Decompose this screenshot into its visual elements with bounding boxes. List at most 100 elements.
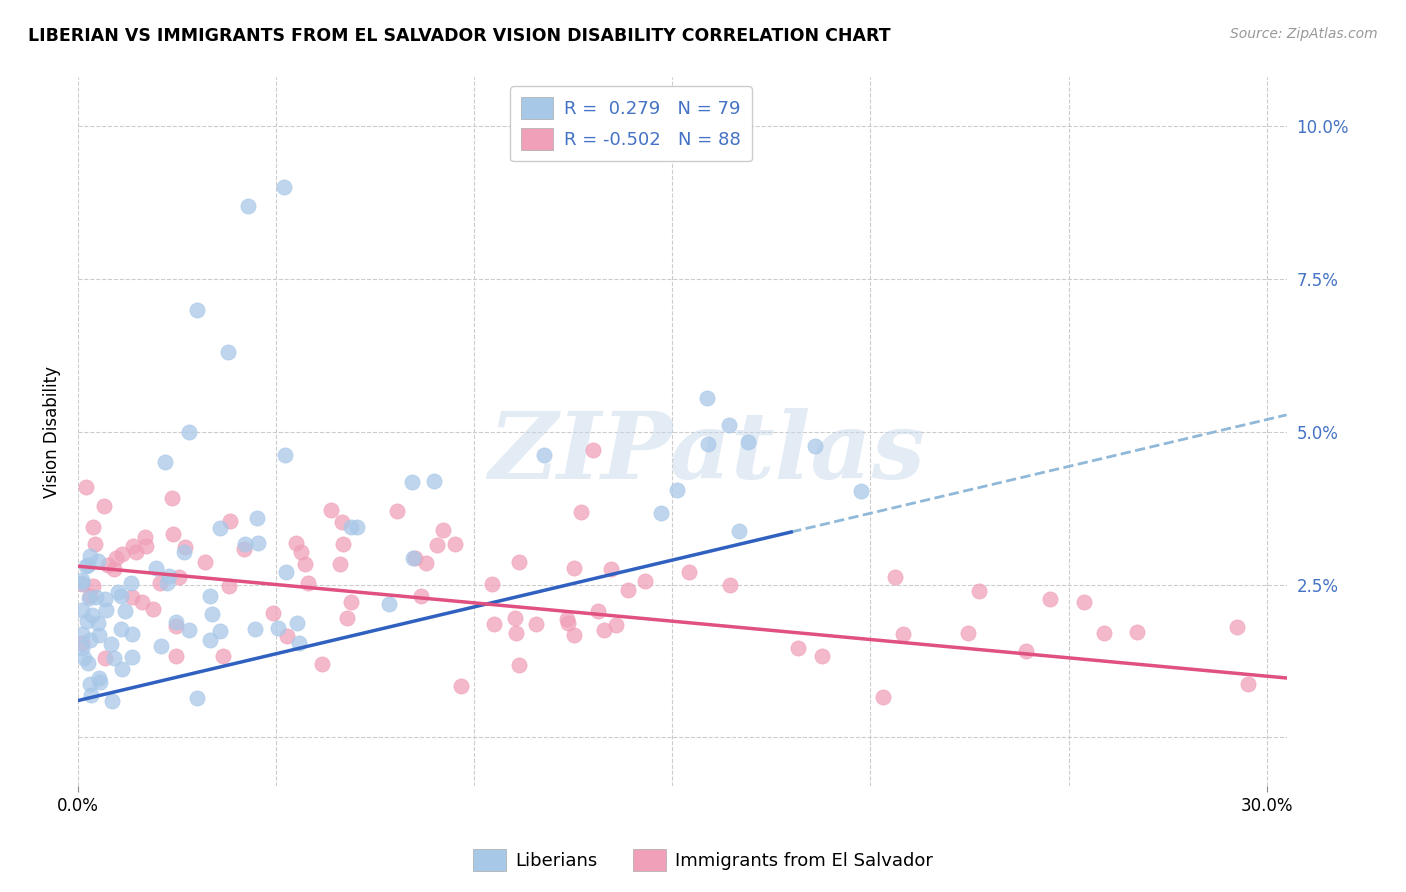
Point — [111, 548, 134, 562]
Point — [150, 639, 173, 653]
Point — [103, 562, 125, 576]
Point — [555, 612, 578, 626]
Point — [131, 595, 153, 609]
Point — [274, 565, 297, 579]
Point — [94, 651, 117, 665]
Point — [79, 549, 101, 563]
Point — [155, 576, 177, 591]
Point — [524, 616, 547, 631]
Point — [211, 648, 233, 663]
Point — [70, 640, 93, 655]
Point — [737, 434, 759, 449]
Point — [145, 561, 167, 575]
Point — [82, 520, 104, 534]
Point — [329, 557, 352, 571]
Point — [562, 628, 585, 642]
Point — [582, 443, 605, 458]
Point — [409, 589, 432, 603]
Point — [73, 651, 96, 665]
Point — [84, 590, 107, 604]
Point — [330, 515, 353, 529]
Point — [134, 531, 156, 545]
Point — [110, 622, 132, 636]
Point — [484, 616, 506, 631]
Point — [70, 576, 93, 591]
Point — [1015, 644, 1038, 658]
Point — [481, 577, 503, 591]
Point — [1094, 626, 1116, 640]
Point — [696, 392, 718, 406]
Point — [101, 694, 124, 708]
Point — [378, 597, 401, 611]
Point — [969, 584, 991, 599]
Point — [70, 574, 93, 588]
Point — [100, 637, 122, 651]
Point — [76, 656, 98, 670]
Point — [70, 636, 93, 650]
Y-axis label: Vision Disability: Vision Disability — [44, 366, 60, 498]
Point — [321, 503, 343, 517]
Point — [218, 579, 240, 593]
Point — [533, 448, 555, 462]
Point — [105, 551, 128, 566]
Point — [179, 623, 201, 637]
Point — [186, 302, 208, 317]
Point — [246, 536, 269, 550]
Point — [727, 524, 749, 538]
Point — [718, 578, 741, 592]
Point — [404, 550, 426, 565]
Point — [94, 591, 117, 606]
Point — [94, 603, 117, 617]
Point — [200, 589, 222, 603]
Legend: R =  0.279   N = 79, R = -0.502   N = 88: R = 0.279 N = 79, R = -0.502 N = 88 — [510, 87, 752, 161]
Point — [76, 558, 98, 573]
Point — [201, 607, 224, 621]
Point — [956, 626, 979, 640]
Point — [666, 483, 689, 497]
Point — [891, 627, 914, 641]
Point — [238, 199, 260, 213]
Point — [89, 628, 111, 642]
Point — [592, 623, 614, 637]
Point — [243, 622, 266, 636]
Point — [77, 591, 100, 605]
Point — [121, 590, 143, 604]
Point — [557, 615, 579, 630]
Point — [884, 570, 907, 584]
Point — [75, 480, 97, 494]
Point — [87, 615, 110, 630]
Point — [162, 526, 184, 541]
Point — [297, 575, 319, 590]
Point — [274, 448, 297, 462]
Point — [569, 504, 592, 518]
Point — [75, 559, 97, 574]
Point — [209, 521, 232, 535]
Point — [80, 688, 103, 702]
Point — [508, 658, 530, 673]
Point — [697, 437, 720, 451]
Point — [290, 545, 312, 559]
Point — [121, 650, 143, 665]
Point — [650, 506, 672, 520]
Point — [142, 601, 165, 615]
Point — [70, 577, 93, 591]
Point — [426, 538, 449, 552]
Point — [311, 657, 333, 671]
Point — [1226, 620, 1249, 634]
Point — [508, 555, 530, 569]
Point — [450, 679, 472, 693]
Point — [177, 425, 200, 439]
Point — [505, 625, 527, 640]
Point — [605, 618, 627, 632]
Point — [401, 475, 423, 490]
Point — [336, 610, 359, 624]
Point — [872, 690, 894, 704]
Text: LIBERIAN VS IMMIGRANTS FROM EL SALVADOR VISION DISABILITY CORRELATION CHART: LIBERIAN VS IMMIGRANTS FROM EL SALVADOR … — [28, 27, 891, 45]
Point — [564, 561, 586, 575]
Point — [1039, 592, 1062, 607]
Point — [125, 544, 148, 558]
Point — [339, 519, 361, 533]
Point — [616, 582, 638, 597]
Point — [165, 618, 187, 632]
Point — [285, 615, 308, 630]
